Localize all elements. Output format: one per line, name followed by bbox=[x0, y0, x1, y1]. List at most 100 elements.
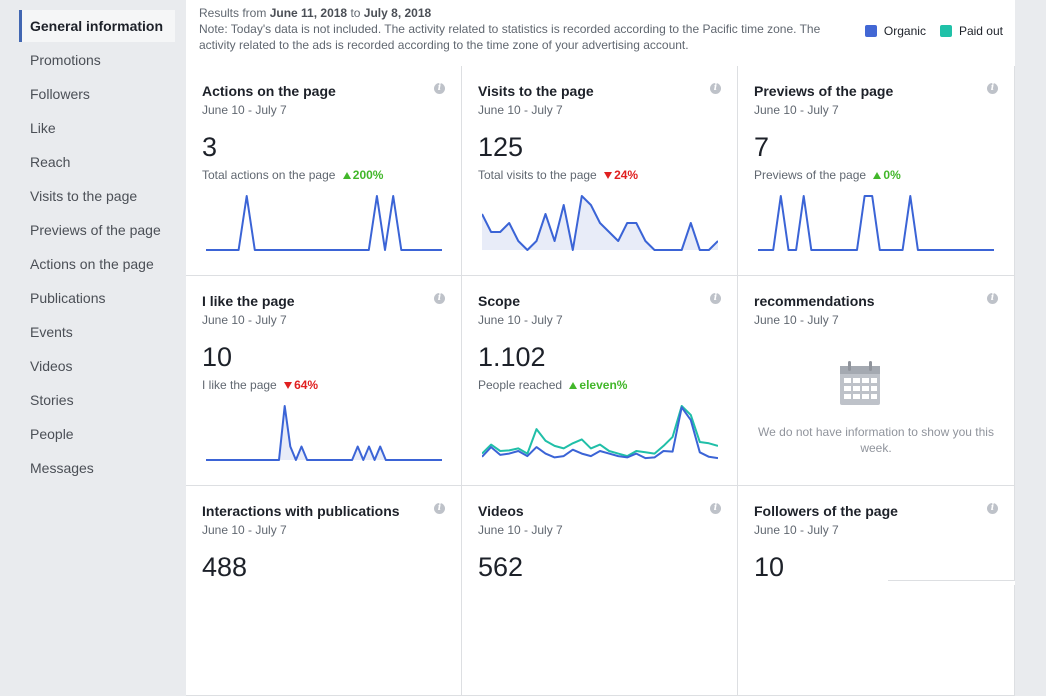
card-scope[interactable]: Scope i June 10 - July 7 1.102 People re… bbox=[462, 276, 738, 486]
card-caption: I like the page 64% bbox=[202, 378, 319, 392]
card-title: I like the page bbox=[202, 293, 295, 309]
empty-state-text: We do not have information to show you t… bbox=[758, 425, 994, 455]
info-icon[interactable]: i bbox=[434, 293, 445, 304]
sparkline bbox=[206, 405, 442, 461]
card-date-range: June 10 - July 7 bbox=[754, 103, 839, 117]
insights-panel: Results from June 11, 2018 to July 8, 20… bbox=[186, 0, 1015, 696]
arrow-up-icon bbox=[569, 382, 578, 389]
sidebar-item-videos[interactable]: Videos bbox=[30, 358, 73, 374]
sidebar-item-reach[interactable]: Reach bbox=[30, 154, 71, 170]
insights-header: Results from June 11, 2018 to July 8, 20… bbox=[186, 0, 1015, 67]
legend-organic-swatch bbox=[864, 25, 877, 37]
sidebar-item-messages[interactable]: Messages bbox=[30, 460, 94, 476]
info-icon[interactable]: i bbox=[434, 83, 445, 94]
legend-paid-swatch bbox=[939, 25, 952, 37]
delta-up: 200% bbox=[342, 168, 383, 182]
delta-up: 0% bbox=[873, 168, 901, 182]
card-value: 562 bbox=[478, 552, 524, 582]
organic-series-line bbox=[482, 195, 718, 251]
sidebar-item-people[interactable]: People bbox=[30, 426, 74, 442]
card-date-range: June 10 - July 7 bbox=[754, 313, 839, 327]
organic-series-line bbox=[758, 195, 994, 251]
organic-series-line bbox=[206, 405, 442, 461]
organic-series-line bbox=[206, 195, 442, 251]
card-date-range: June 10 - July 7 bbox=[754, 523, 839, 537]
info-icon[interactable]: i bbox=[710, 83, 721, 94]
card-title: Actions on the page bbox=[202, 83, 336, 99]
card-interactions-with-publications[interactable]: Interactions with publications i June 10… bbox=[186, 486, 462, 696]
card-caption: Previews of the page 0% bbox=[754, 168, 901, 182]
date-from: June 11, 2018 bbox=[269, 6, 348, 20]
card-value: 488 bbox=[202, 552, 248, 582]
sparkline bbox=[482, 405, 718, 460]
legend-paid: Paid out bbox=[939, 24, 1003, 38]
card-actions-on-page[interactable]: Actions on the page i June 10 - July 7 3… bbox=[186, 66, 462, 276]
sidebar-item-general-information[interactable]: General information bbox=[19, 10, 175, 42]
card-videos[interactable]: Videos i June 10 - July 7 562 bbox=[462, 486, 738, 696]
delta-down: 64% bbox=[284, 378, 318, 392]
results-range: Results from June 11, 2018 to July 8, 20… bbox=[199, 6, 432, 20]
card-value: 1.102 bbox=[478, 342, 546, 372]
card-title: Previews of the page bbox=[754, 83, 894, 99]
card-date-range: June 10 - July 7 bbox=[478, 103, 563, 117]
arrow-up-icon bbox=[342, 172, 351, 179]
card-title: Scope bbox=[478, 293, 521, 309]
organic-series-line bbox=[482, 406, 718, 460]
sidebar-item-stories[interactable]: Stories bbox=[30, 392, 74, 408]
arrow-down-icon bbox=[284, 382, 293, 389]
sparkline bbox=[482, 195, 718, 251]
sidebar-item-actions[interactable]: Actions on the page bbox=[30, 256, 154, 272]
card-caption: People reached eleven% bbox=[478, 378, 628, 392]
sparkline-area bbox=[206, 406, 442, 460]
sidebar-item-visits[interactable]: Visits to the page bbox=[30, 188, 138, 204]
card-date-range: June 10 - July 7 bbox=[202, 313, 287, 327]
delta-down: 24% bbox=[604, 168, 638, 182]
card-recommendations[interactable]: recommendations i June 10 - July 7 We do… bbox=[738, 276, 1015, 486]
info-icon[interactable]: i bbox=[987, 503, 998, 514]
card-value: 7 bbox=[754, 132, 770, 162]
card-title: recommendations bbox=[754, 293, 875, 309]
card-date-range: June 10 - July 7 bbox=[202, 103, 287, 117]
card-date-range: June 10 - July 7 bbox=[202, 523, 287, 537]
arrow-down-icon bbox=[604, 172, 613, 179]
delta-up: eleven% bbox=[569, 378, 627, 392]
card-title: Followers of the page bbox=[754, 503, 898, 519]
info-icon[interactable]: i bbox=[710, 293, 721, 304]
page-gutter bbox=[1015, 0, 1046, 584]
date-to: July 8, 2018 bbox=[363, 6, 432, 20]
info-icon[interactable]: i bbox=[434, 503, 445, 514]
card-title: Visits to the page bbox=[478, 83, 594, 99]
chart-legend: Organic Paid out bbox=[851, 24, 1003, 38]
legend-organic: Organic bbox=[864, 24, 926, 38]
card-title: Interactions with publications bbox=[202, 503, 400, 519]
card-date-range: June 10 - July 7 bbox=[478, 313, 563, 327]
card-previews-of-page[interactable]: Previews of the page i June 10 - July 7 … bbox=[738, 66, 1015, 276]
card-visits-to-page[interactable]: Visits to the page i June 10 - July 7 12… bbox=[462, 66, 738, 276]
card-value: 3 bbox=[202, 132, 218, 162]
sidebar-item-previews[interactable]: Previews of the page bbox=[30, 222, 161, 238]
card-i-like-the-page[interactable]: I like the page i June 10 - July 7 10 I … bbox=[186, 276, 462, 486]
info-icon[interactable]: i bbox=[710, 503, 721, 514]
sidebar-item-followers[interactable]: Followers bbox=[30, 86, 90, 102]
calendar-icon bbox=[840, 361, 880, 405]
paid-series-line bbox=[482, 405, 718, 458]
footer-edge bbox=[888, 580, 1015, 585]
info-icon[interactable]: i bbox=[987, 293, 998, 304]
info-icon[interactable]: i bbox=[987, 83, 998, 94]
card-value: 10 bbox=[202, 342, 233, 372]
sidebar-nav: General information Promotions Followers… bbox=[0, 0, 186, 584]
sidebar-item-publications[interactable]: Publications bbox=[30, 290, 106, 306]
card-caption: Total actions on the page 200% bbox=[202, 168, 384, 182]
card-value: 10 bbox=[754, 552, 785, 582]
card-followers-of-page[interactable]: Followers of the page i June 10 - July 7… bbox=[738, 486, 1015, 696]
sidebar-item-promotions[interactable]: Promotions bbox=[30, 52, 101, 68]
card-title: Videos bbox=[478, 503, 524, 519]
sparkline bbox=[206, 195, 442, 251]
card-caption: Total visits to the page 24% bbox=[478, 168, 639, 182]
sidebar-item-like[interactable]: Like bbox=[30, 120, 56, 136]
timezone-note: Note: Today's data is not included. The … bbox=[199, 22, 821, 52]
card-date-range: June 10 - July 7 bbox=[478, 523, 563, 537]
arrow-up-icon bbox=[873, 172, 882, 179]
sidebar-item-events[interactable]: Events bbox=[30, 324, 73, 340]
card-value: 125 bbox=[478, 132, 524, 162]
